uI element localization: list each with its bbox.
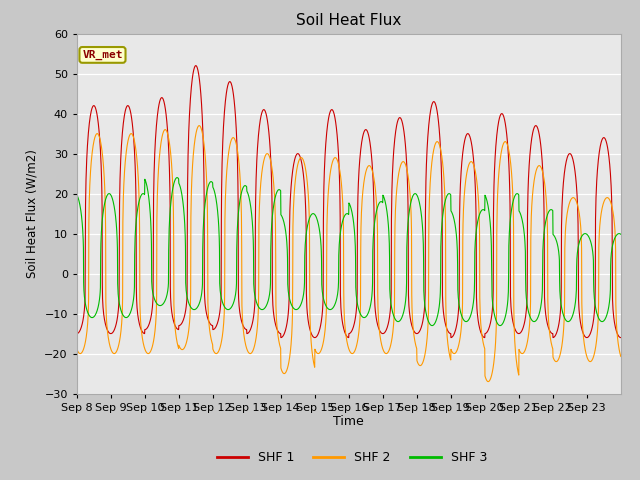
- SHF 2: [127, 131, 135, 136]
- SHF 1: [513, 329, 520, 335]
- SHF 3: [173, 175, 181, 180]
- Line: SHF 3: SHF 3: [77, 178, 621, 325]
- SHF 3: [381, 200, 389, 206]
- Y-axis label: Soil Heat Flux (W/m2): Soil Heat Flux (W/m2): [26, 149, 38, 278]
- SHF 1: [192, 63, 200, 69]
- Line: SHF 2: SHF 2: [77, 126, 621, 382]
- SHF 1: [543, 321, 551, 326]
- Title: Soil Heat Flux: Soil Heat Flux: [296, 13, 401, 28]
- SHF 3: [513, 191, 521, 196]
- SHF 2: [513, 362, 521, 368]
- SHF 3: [610, 239, 618, 245]
- SHF 2: [245, 350, 253, 356]
- SHF 2: [195, 123, 203, 129]
- SHF 1: [381, 328, 389, 334]
- SHF 3: [127, 308, 135, 313]
- Legend: SHF 1, SHF 2, SHF 3: SHF 1, SHF 2, SHF 3: [212, 446, 492, 469]
- SHF 3: [245, 193, 253, 199]
- SHF 1: [127, 112, 135, 118]
- SHF 1: [245, 330, 253, 336]
- SHF 3: [496, 323, 504, 328]
- SHF 2: [544, 234, 552, 240]
- SHF 3: [544, 212, 552, 217]
- SHF 2: [73, 346, 81, 352]
- SHF 2: [610, 212, 618, 218]
- SHF 2: [381, 350, 389, 356]
- SHF 2: [484, 379, 492, 384]
- SHF 3: [73, 192, 81, 198]
- Line: SHF 1: SHF 1: [77, 66, 621, 337]
- SHF 1: [73, 331, 81, 336]
- X-axis label: Time: Time: [333, 415, 364, 429]
- SHF 3: [617, 231, 625, 237]
- Text: VR_met: VR_met: [82, 50, 123, 60]
- SHF 2: [617, 354, 625, 360]
- SHF 1: [617, 335, 625, 340]
- SHF 1: [609, 310, 617, 315]
